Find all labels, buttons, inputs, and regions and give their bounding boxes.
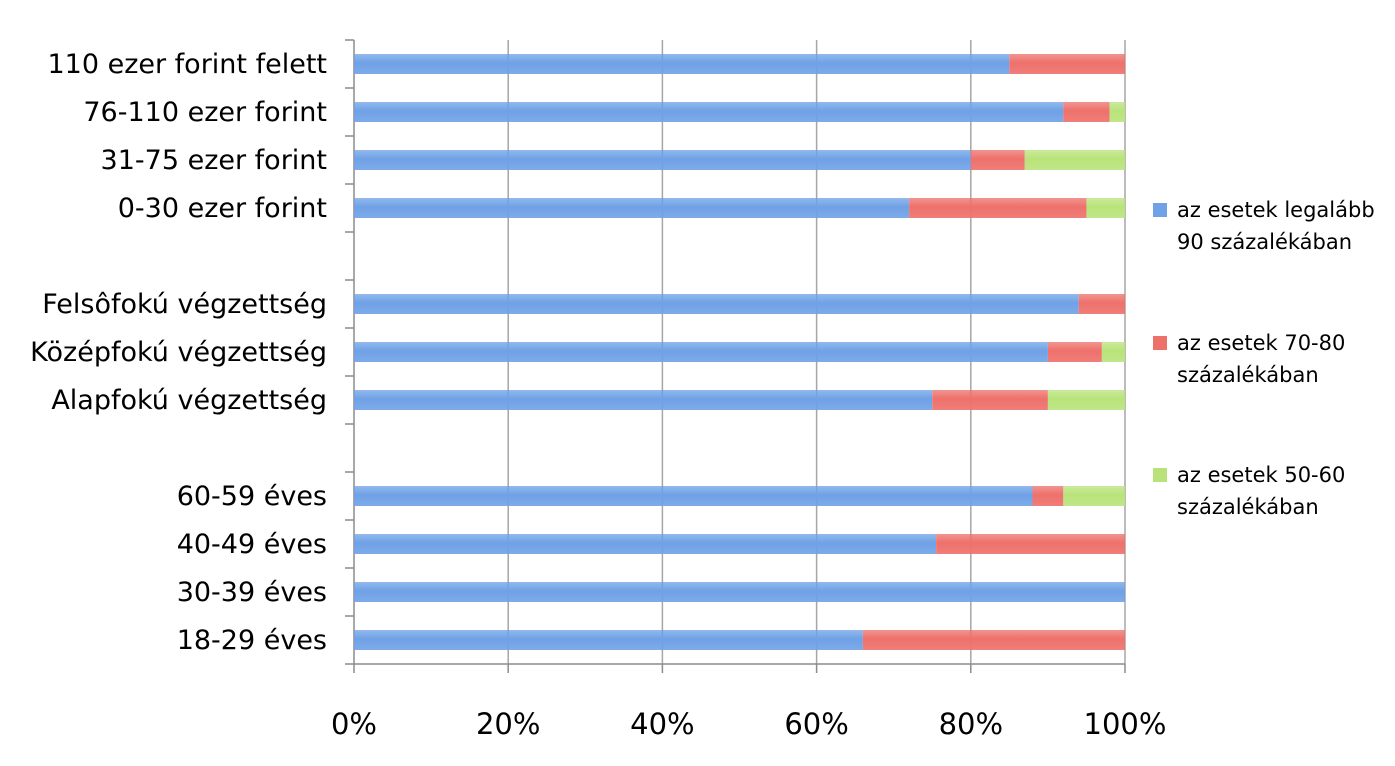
x-tick-label: 60% [784, 707, 848, 741]
category-label: Alapfokú végzettség [51, 385, 327, 416]
bar-segment [932, 390, 1048, 410]
x-tick-label: 100% [1084, 707, 1167, 741]
bar-segment [1047, 390, 1125, 410]
category-label: 0-30 ezer forint [118, 193, 327, 224]
bar-segment [354, 150, 971, 170]
category-label: 31-75 ezer forint [101, 145, 327, 176]
legend-swatch [1153, 203, 1167, 217]
legend-label: százalékában [1177, 363, 1319, 387]
category-label: Felsôfokú végzettség [42, 289, 327, 320]
legend-label: az esetek 50-60 [1177, 463, 1345, 487]
bar-segment [1109, 102, 1125, 122]
bar-segment [354, 534, 937, 554]
x-tick-label: 40% [630, 707, 694, 741]
bar-segment [354, 102, 1064, 122]
bar-segment [1086, 198, 1125, 218]
legend-label: 90 százalékában [1177, 230, 1352, 254]
category-label: 76-110 ezer forint [83, 97, 327, 128]
bar-segment [354, 294, 1079, 314]
bar-segment [354, 582, 1125, 602]
category-label: 60-59 éves [177, 481, 327, 512]
x-tick-labels: 0% 20% 40% 60% 80% 100% [331, 707, 1166, 741]
category-label: 18-29 éves [177, 625, 327, 656]
x-tick-label: 20% [476, 707, 540, 741]
category-label: 40-49 éves [177, 529, 327, 560]
category-labels: 110 ezer forint felett 76-110 ezer forint… [30, 49, 327, 656]
bar-segment [1101, 342, 1125, 362]
legend-label: százalékában [1177, 495, 1319, 519]
bar-segment [1078, 294, 1125, 314]
bars [354, 54, 1125, 650]
legend-label: az esetek legalább [1177, 198, 1375, 222]
x-tick-label: 80% [939, 707, 1003, 741]
bar-segment [1047, 342, 1102, 362]
category-label: Középfokú végzettség [30, 337, 327, 368]
legend-label: az esetek 70-80 [1177, 331, 1345, 355]
bar-segment [354, 486, 1033, 506]
legend: az esetek legalább 90 százalékában az eset… [1153, 198, 1375, 519]
bar-segment [354, 198, 910, 218]
category-label: 110 ezer forint felett [47, 49, 327, 80]
bar-segment [354, 630, 863, 650]
bar-segment [354, 390, 933, 410]
bar-segment [1009, 54, 1125, 74]
bar-segment [1032, 486, 1064, 506]
bar-segment [1063, 102, 1110, 122]
bar-segment [970, 150, 1025, 170]
x-tick-label: 0% [331, 707, 377, 741]
bar-segment [936, 534, 1125, 554]
bar-segment [354, 54, 1010, 74]
bar-segment [1063, 486, 1125, 506]
legend-swatch [1153, 468, 1167, 482]
legend-swatch [1153, 336, 1167, 350]
category-label: 30-39 éves [177, 577, 327, 608]
bar-segment [354, 342, 1048, 362]
bar-segment [862, 630, 1125, 650]
bar-segment [1024, 150, 1125, 170]
bar-segment [909, 198, 1087, 218]
